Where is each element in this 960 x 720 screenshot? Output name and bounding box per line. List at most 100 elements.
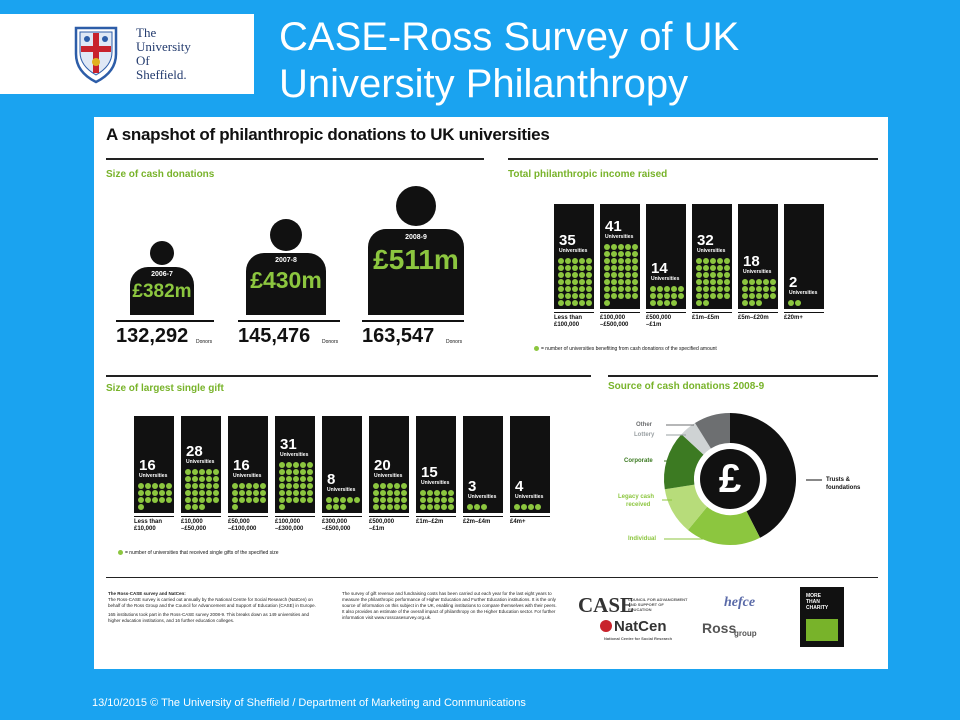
university-dot <box>448 490 454 496</box>
university-dot <box>657 293 663 299</box>
university-dot <box>434 497 440 503</box>
university-dot <box>340 504 346 510</box>
gift-category-line-1: £4m+ <box>510 519 526 525</box>
gift-dot-grid <box>514 504 546 510</box>
university-dot <box>579 293 585 299</box>
university-dot <box>558 265 564 271</box>
university-dot <box>671 300 677 306</box>
cash-amount: £511m <box>373 244 459 275</box>
university-dot <box>373 490 379 496</box>
university-dot <box>420 504 426 510</box>
donut-label-lottery: Lottery <box>634 432 655 438</box>
income-category-line-1: £1m–£5m <box>692 315 720 321</box>
university-dot <box>611 258 617 264</box>
gift-dot-grid <box>185 469 219 510</box>
donut-center <box>700 449 760 509</box>
university-dot <box>632 286 638 292</box>
university-dot <box>185 483 191 489</box>
donut-segment-trusts <box>730 413 797 538</box>
cash-figure-2006-7: 2006-7 £382m <box>130 241 194 315</box>
gift-dot-grid <box>326 497 360 510</box>
university-dot <box>565 279 571 285</box>
university-dot <box>253 497 259 503</box>
university-dot <box>696 265 702 271</box>
gift-count-label: Universities <box>515 494 544 500</box>
university-dot <box>604 251 610 257</box>
donut-segment-corporate <box>663 434 704 490</box>
university-dot <box>185 497 191 503</box>
donut-label-other: Other <box>636 422 653 428</box>
wordmark-line-1: The <box>136 25 157 40</box>
gift-count-label: Universities <box>186 459 215 465</box>
university-dot <box>300 476 306 482</box>
donor-count: 132,292 <box>116 325 189 347</box>
university-dot <box>604 272 610 278</box>
university-dot <box>232 490 238 496</box>
university-dot <box>514 504 520 510</box>
legend-dot-icon <box>534 346 539 352</box>
university-dot <box>586 293 592 299</box>
university-dot <box>625 251 631 257</box>
university-dot <box>572 279 578 285</box>
university-dot <box>618 272 624 278</box>
university-dot <box>206 497 212 503</box>
university-dot <box>192 476 198 482</box>
footer-col1-title: The Ross-CASE survey and NatCen: <box>108 591 186 596</box>
university-dot <box>420 490 426 496</box>
university-dot <box>152 497 158 503</box>
gift-count-label: Universities <box>280 452 309 458</box>
gift-legend-text: = number of universities that received s… <box>125 550 279 556</box>
university-dot <box>565 258 571 264</box>
university-dot <box>618 244 624 250</box>
income-legend-text: = number of universities benefiting from… <box>541 346 717 352</box>
gift-section-rule <box>106 375 591 377</box>
university-dot <box>185 469 191 475</box>
university-wordmark: The University Of Sheffield. <box>136 26 191 82</box>
university-dot <box>467 504 473 510</box>
university-dot <box>293 497 299 503</box>
income-count: 2 <box>789 274 798 291</box>
university-dot <box>586 265 592 271</box>
university-dot <box>703 293 709 299</box>
source-section-rule <box>608 375 878 377</box>
university-dot <box>604 258 610 264</box>
university-dot <box>138 483 144 489</box>
university-dot <box>279 462 285 468</box>
university-dot <box>749 279 755 285</box>
university-dot <box>710 279 716 285</box>
university-dot <box>586 258 592 264</box>
gift-category-line-1: £50,000 <box>228 519 250 525</box>
university-dot <box>572 272 578 278</box>
gift-category-line-1: £100,000 <box>275 519 301 525</box>
university-dot <box>152 483 158 489</box>
university-dot <box>788 300 794 306</box>
university-dot <box>246 483 252 489</box>
university-dot <box>279 497 285 503</box>
case-logo: CASE <box>578 593 635 617</box>
university-dot <box>420 497 426 503</box>
gift-category-label: £500,000 –£1m <box>369 519 413 533</box>
university-dot <box>604 244 610 250</box>
university-dot <box>586 286 592 292</box>
university-dot <box>618 258 624 264</box>
university-dot <box>632 272 638 278</box>
income-column: 14 Universities <box>646 204 686 309</box>
university-dot <box>373 504 379 510</box>
gift-dot-grid <box>279 462 313 510</box>
university-dot <box>293 483 299 489</box>
infographic-panel: A snapshot of philanthropic donations to… <box>94 117 888 669</box>
footer-column-2: The survey of gift revenue and fundraisi… <box>342 591 557 620</box>
gift-category-rule <box>134 516 174 517</box>
university-dot <box>632 251 638 257</box>
university-dot <box>696 293 702 299</box>
university-dot <box>199 469 205 475</box>
university-dot <box>185 490 191 496</box>
ross-logo: Ross <box>702 620 737 636</box>
gift-category-rule <box>322 516 362 517</box>
cash-amount: £430m <box>250 267 322 293</box>
gift-category-line-2: –£50,000 <box>181 526 207 532</box>
donut-label-legacy: Legacy cash <box>618 494 655 500</box>
university-dot <box>394 504 400 510</box>
gift-category-line-2: –£1m <box>369 526 385 532</box>
university-dot <box>401 490 407 496</box>
